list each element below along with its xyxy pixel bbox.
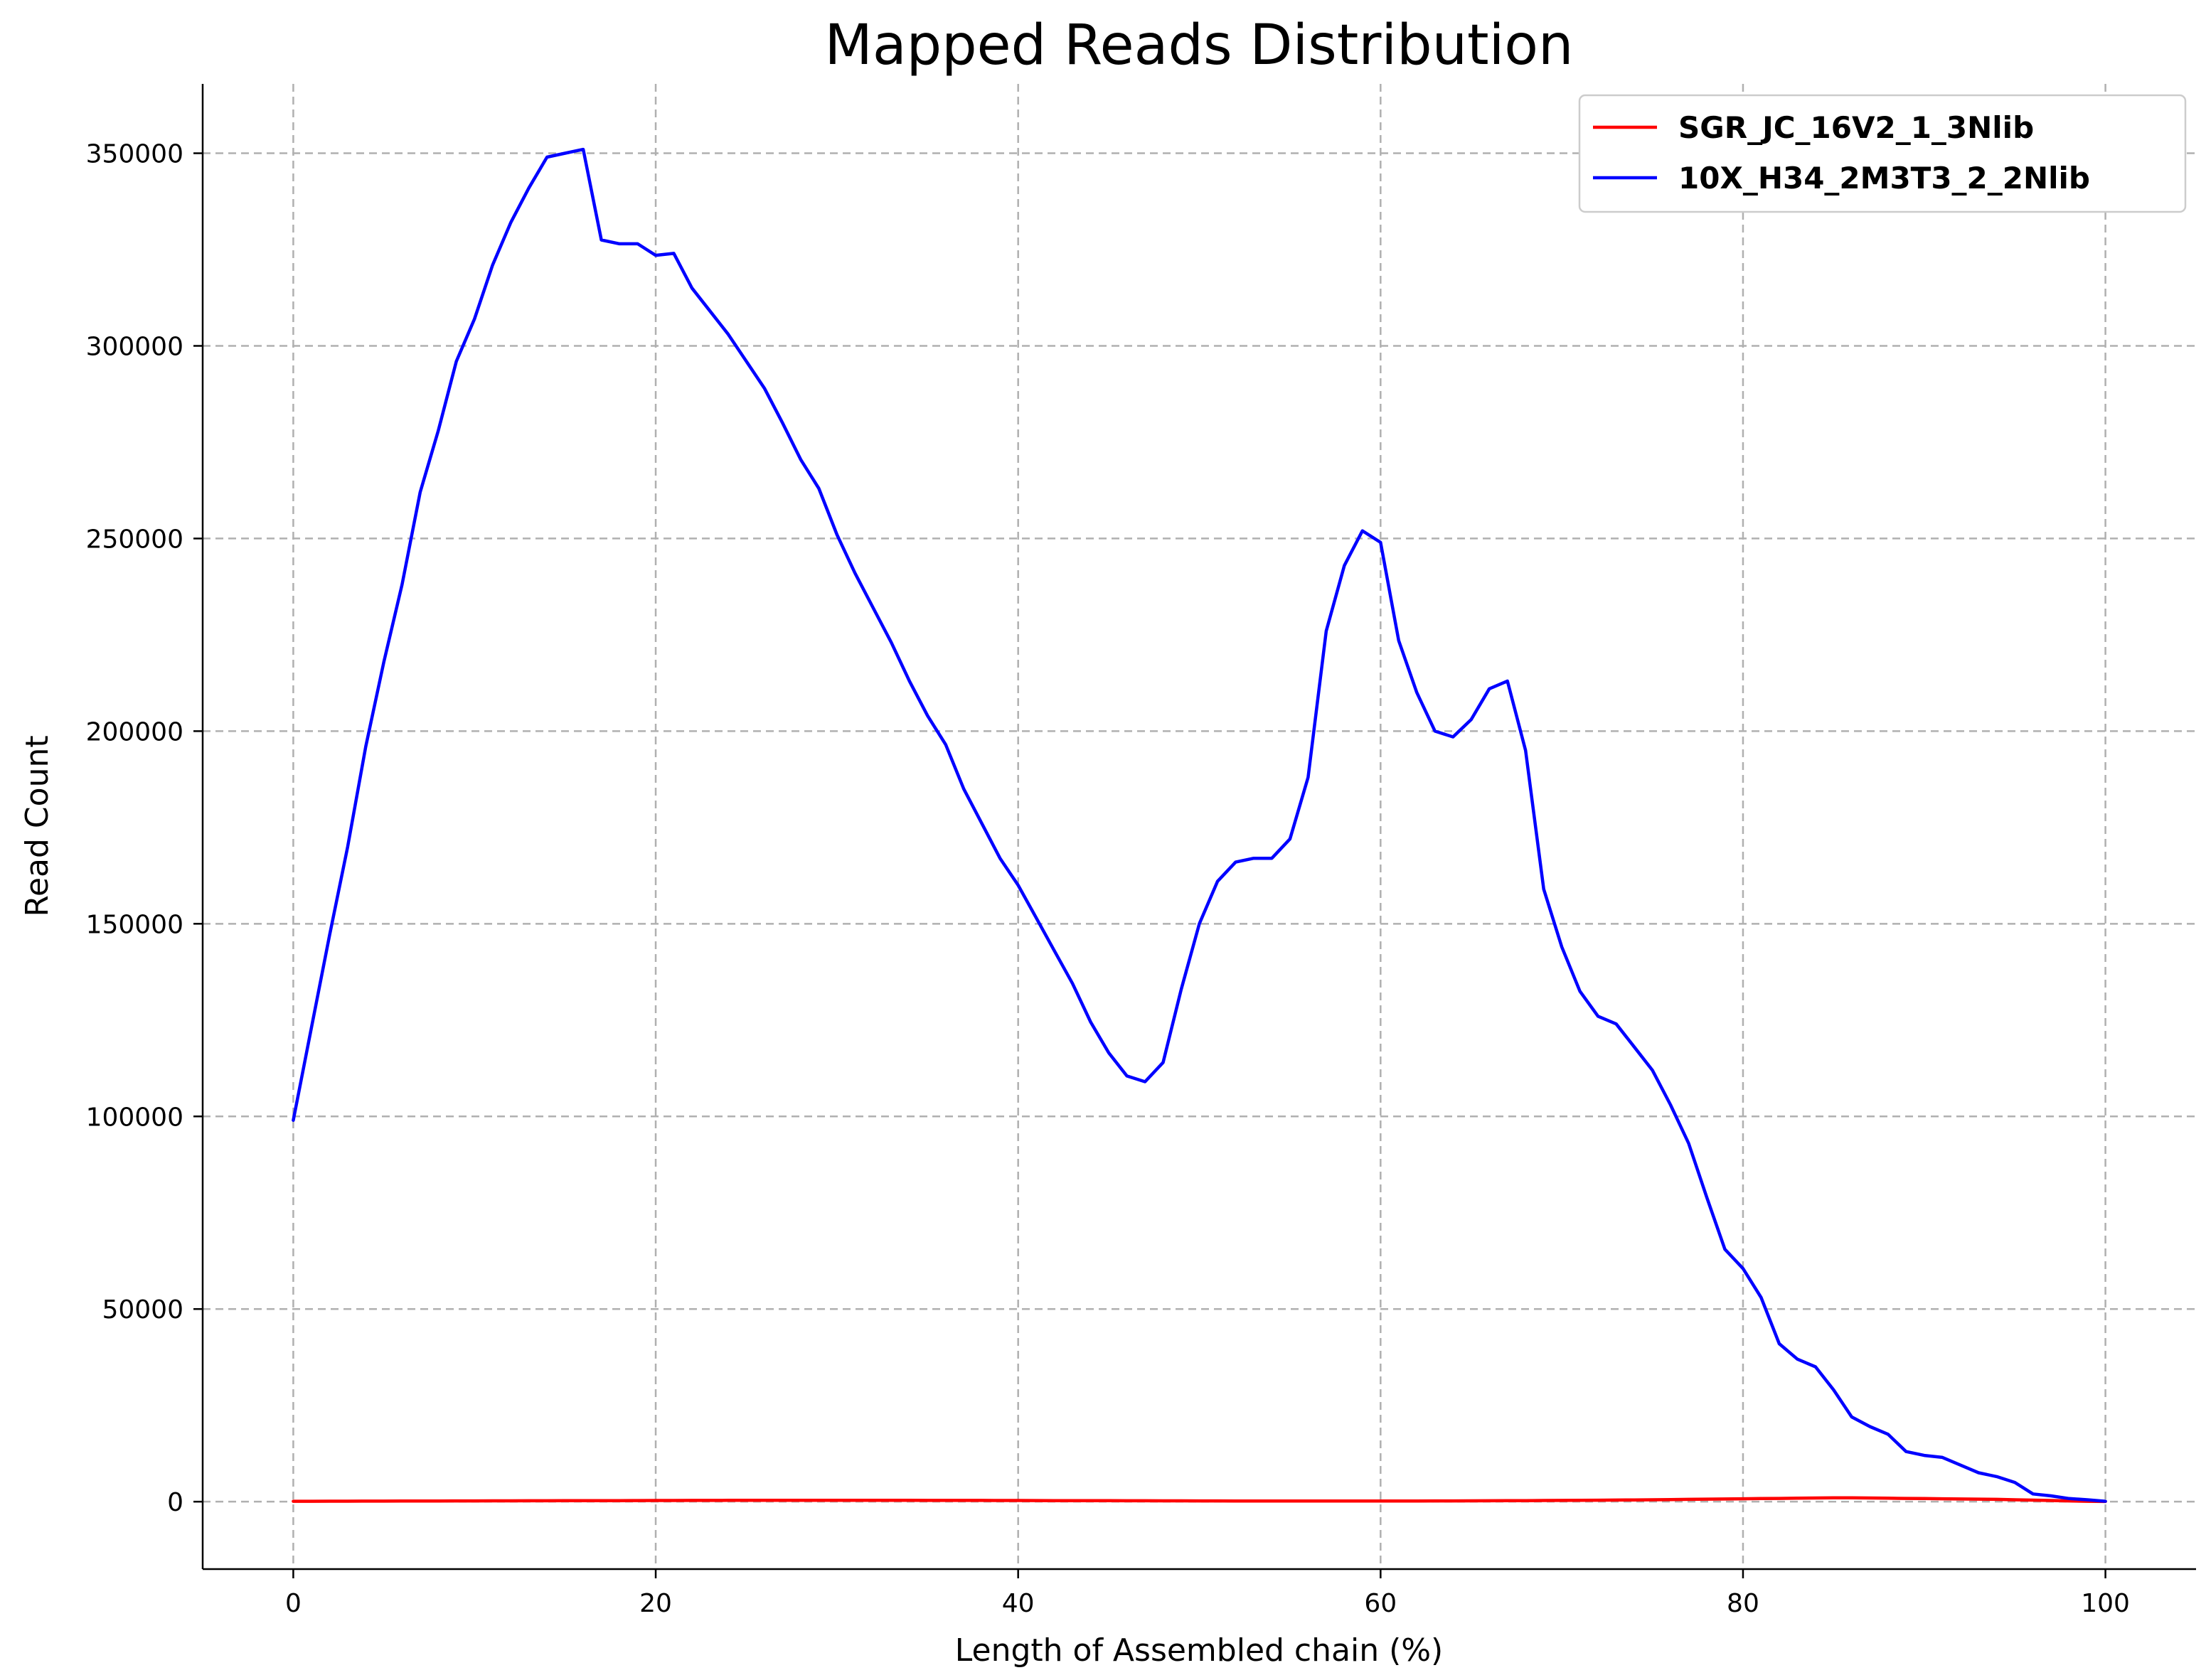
y-tick-label: 200000 [86,717,183,747]
legend-label-sgr: SGR_JC_16V2_1_3Nlib [1678,110,2034,145]
y-tick-label: 0 [167,1488,183,1517]
grid-lines [203,84,2196,1569]
y-tick-label: 150000 [86,910,183,939]
x-ticks: 0 20 40 60 80 100 [285,1569,2130,1618]
x-tick-label: 40 [1002,1589,1035,1618]
x-tick-label: 100 [2081,1589,2130,1618]
series-line-10x [292,147,2107,1503]
x-axis-label: Length of Assembled chain (%) [955,1632,1443,1669]
legend: SGR_JC_16V2_1_3Nlib 10X_H34_2M3T3_2_2Nli… [1578,94,2187,213]
y-tick-label: 50000 [102,1295,183,1325]
x-tick-label: 20 [639,1589,672,1618]
y-axis-label: Read Count [19,735,55,916]
x-tick-label: 80 [1727,1589,1759,1618]
y-tick-label: 300000 [86,332,183,361]
x-tick-label: 60 [1364,1589,1397,1618]
legend-box [1578,94,2187,213]
y-tick-label: 350000 [86,140,183,169]
series-lines [292,147,2107,1504]
y-tick-label: 250000 [86,525,183,554]
y-ticks: 0 50000 100000 150000 200000 250000 300000 3500… [86,140,203,1517]
y-tick-label: 100000 [86,1103,183,1132]
axes [201,84,2196,1571]
chart-title: Mapped Reads Distribution [825,14,1574,77]
series-line-sgr [292,1496,2107,1504]
legend-label-10x: 10X_H34_2M3T3_2_2Nlib [1678,161,2090,196]
x-tick-label: 0 [285,1589,302,1618]
